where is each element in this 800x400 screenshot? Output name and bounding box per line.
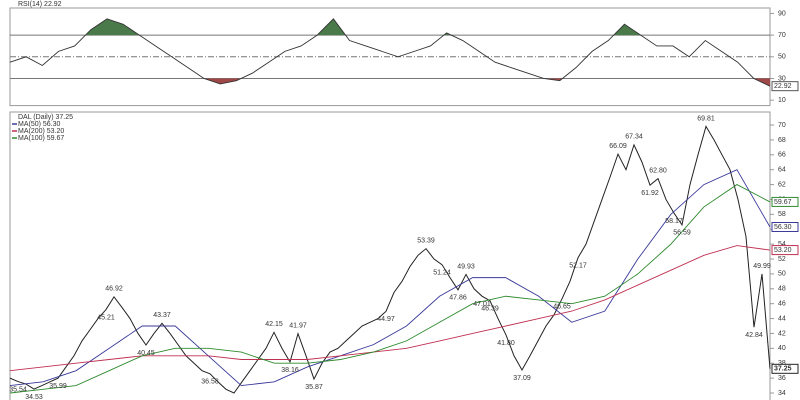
price-annotation: 35.54 (9, 386, 27, 393)
price-annotation: 42.84 (745, 332, 763, 339)
price-annotation: 46.92 (105, 286, 123, 293)
price-line (9, 125, 771, 394)
y-tick-label: 54 (778, 241, 786, 248)
legend-label: MA(200) 53.20 (18, 128, 64, 135)
rsi-tick-label: 30 (778, 75, 786, 82)
y-tick-label: 48 (778, 286, 786, 293)
y-tick-label: 36 (778, 375, 786, 382)
overbought-fill (10, 18, 770, 36)
y-tick-label: 58 (778, 211, 786, 218)
price-annotation: 66.09 (609, 143, 627, 150)
value-tag: 53.20 (774, 247, 792, 254)
price-annotation: 46.39 (481, 306, 499, 313)
moving-average-line (9, 184, 771, 394)
value-tag-box (771, 196, 799, 207)
value-tag: 37.25 (774, 366, 792, 373)
rsi-line (9, 18, 771, 87)
price-annotation: 47.86 (449, 295, 467, 302)
y-tick-label: 66 (778, 152, 786, 159)
value-tag-box (771, 222, 799, 233)
moving-average-line (9, 169, 771, 387)
rsi-tick-label: 90 (778, 10, 786, 17)
rsi-tag-box (771, 81, 799, 92)
rsi-tick-label: 50 (778, 54, 786, 61)
value-tag: 56.30 (774, 224, 792, 231)
price-annotation: 53.39 (417, 238, 435, 245)
y-tick-label: 64 (778, 167, 786, 174)
y-tick-label: 50 (778, 271, 786, 278)
price-annotation: 41.80 (497, 340, 515, 347)
y-tick-label: 62 (778, 181, 786, 188)
rsi-tick-label: 70 (778, 32, 786, 39)
price-annotation: 42.15 (265, 321, 283, 328)
y-tick-label: 42 (778, 330, 786, 337)
price-annotation: 49.99 (753, 263, 771, 270)
price-annotation: 58.17 (665, 218, 683, 225)
price-title: DAL (Daily) 37.25 (18, 114, 73, 121)
y-tick-label: 68 (778, 137, 786, 144)
y-tick-label: 40 (778, 345, 786, 352)
rsi-tick-label: 10 (778, 97, 786, 104)
price-annotation: 36.58 (201, 379, 219, 386)
legend-label: MA(50) 56.30 (18, 121, 61, 128)
y-tick-label: 38 (778, 360, 786, 367)
y-tick-label: 34 (778, 390, 786, 397)
price-annotation: 35.87 (305, 384, 323, 391)
y-tick-label: 44 (778, 315, 786, 322)
price-annotation: 46.65 (553, 304, 571, 311)
price-annotation: 34.53 (25, 394, 43, 400)
y-tick-label: 46 (778, 301, 786, 308)
moving-average-line (9, 245, 771, 372)
price-annotation: 38.16 (281, 367, 299, 374)
rsi-title: RSI(14) 22.92 (18, 1, 62, 8)
price-annotation: 52.17 (569, 263, 587, 270)
price-annotation: 61.92 (641, 190, 659, 197)
legend-label: MA(100) 59.67 (18, 135, 64, 142)
price-annotation: 62.80 (649, 167, 667, 174)
value-tag-box (771, 363, 799, 374)
price-annotation: 49.93 (457, 263, 475, 270)
price-annotation: 41.97 (289, 323, 307, 330)
price-annotation: 45.21 (97, 314, 115, 321)
rsi-tag: 22.92 (774, 83, 792, 90)
value-tag: 59.67 (774, 199, 792, 206)
price-panel (9, 111, 771, 400)
value-tag-box (771, 245, 799, 256)
price-annotation: 44.97 (377, 316, 395, 323)
price-annotation: 51.24 (433, 270, 451, 277)
y-tick-label: 70 (778, 122, 786, 129)
price-annotation: 56.59 (673, 230, 691, 237)
price-annotation: 67.34 (625, 134, 643, 141)
price-annotation: 37.09 (513, 375, 531, 382)
price-annotation: 69.81 (697, 115, 715, 122)
price-annotation: 40.45 (137, 350, 155, 357)
price-annotation: 43.37 (153, 312, 171, 319)
y-tick-label: 52 (778, 256, 786, 263)
price-annotation: 35.99 (49, 383, 67, 390)
price-annotation: 47.01 (473, 301, 491, 308)
